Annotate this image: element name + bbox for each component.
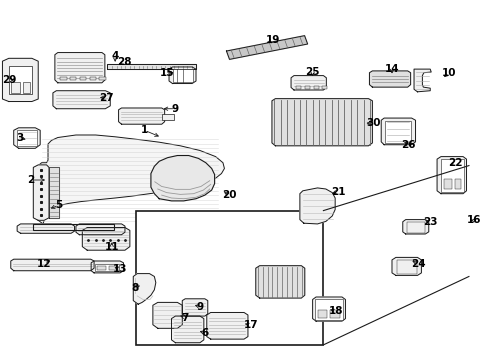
Polygon shape xyxy=(133,274,156,304)
Text: 3: 3 xyxy=(16,132,23,143)
Bar xyxy=(455,179,461,189)
Polygon shape xyxy=(82,228,130,250)
Polygon shape xyxy=(437,157,466,194)
Text: 16: 16 xyxy=(467,215,482,225)
Bar xyxy=(162,114,174,120)
Bar xyxy=(385,121,411,143)
Bar xyxy=(33,224,114,230)
Polygon shape xyxy=(38,135,224,224)
Text: 1: 1 xyxy=(141,125,148,135)
Text: 2: 2 xyxy=(27,175,34,185)
Polygon shape xyxy=(182,299,208,316)
Bar xyxy=(23,82,30,93)
Bar xyxy=(407,222,425,233)
Bar xyxy=(314,86,318,89)
Bar xyxy=(397,260,417,274)
Bar xyxy=(97,266,106,270)
Polygon shape xyxy=(33,165,49,220)
Bar xyxy=(99,77,106,80)
Text: 30: 30 xyxy=(366,118,381,128)
Polygon shape xyxy=(226,36,308,59)
Polygon shape xyxy=(17,224,74,233)
Polygon shape xyxy=(207,312,248,339)
Polygon shape xyxy=(151,156,215,201)
Polygon shape xyxy=(381,118,416,145)
Text: 8: 8 xyxy=(131,283,138,293)
Text: 19: 19 xyxy=(266,35,281,45)
Bar xyxy=(322,86,327,89)
Bar xyxy=(80,77,86,80)
Text: 12: 12 xyxy=(37,258,51,269)
Text: 7: 7 xyxy=(181,312,189,323)
Polygon shape xyxy=(414,69,431,92)
Text: 20: 20 xyxy=(222,190,237,200)
Text: 13: 13 xyxy=(113,264,127,274)
Text: 18: 18 xyxy=(328,306,343,316)
Text: 14: 14 xyxy=(385,64,399,74)
Bar xyxy=(315,299,343,320)
Polygon shape xyxy=(11,259,94,271)
Bar xyxy=(330,310,340,318)
Text: 9: 9 xyxy=(172,104,179,114)
Polygon shape xyxy=(313,297,345,321)
Text: 10: 10 xyxy=(441,68,456,78)
Bar xyxy=(90,77,96,80)
Bar xyxy=(296,86,301,89)
Polygon shape xyxy=(169,67,196,84)
Bar xyxy=(173,69,193,82)
Bar xyxy=(95,264,119,271)
Bar xyxy=(60,77,67,80)
Polygon shape xyxy=(272,99,372,146)
Bar xyxy=(318,310,327,318)
Polygon shape xyxy=(392,257,421,275)
Bar xyxy=(11,82,20,93)
Bar xyxy=(109,266,118,270)
Polygon shape xyxy=(53,91,110,109)
Text: 27: 27 xyxy=(99,93,114,103)
Text: 26: 26 xyxy=(401,140,416,150)
Polygon shape xyxy=(153,302,182,328)
Polygon shape xyxy=(172,316,204,343)
Bar xyxy=(305,86,310,89)
Text: 15: 15 xyxy=(159,68,174,78)
Polygon shape xyxy=(49,167,59,218)
Polygon shape xyxy=(55,53,105,83)
Text: 24: 24 xyxy=(411,258,425,269)
Polygon shape xyxy=(2,58,38,102)
Text: 4: 4 xyxy=(111,51,119,61)
Polygon shape xyxy=(291,76,326,90)
Text: 17: 17 xyxy=(244,320,258,330)
Text: 21: 21 xyxy=(331,186,345,197)
Text: 5: 5 xyxy=(55,200,62,210)
Text: 6: 6 xyxy=(201,328,208,338)
Polygon shape xyxy=(91,261,123,273)
Polygon shape xyxy=(119,108,165,124)
Bar xyxy=(441,159,464,192)
Polygon shape xyxy=(403,220,429,234)
Bar xyxy=(17,130,37,146)
Bar xyxy=(136,211,323,345)
Polygon shape xyxy=(14,128,40,148)
Polygon shape xyxy=(76,224,125,235)
Polygon shape xyxy=(369,71,411,87)
Text: 28: 28 xyxy=(117,57,131,67)
Polygon shape xyxy=(256,266,305,298)
Polygon shape xyxy=(107,64,196,69)
Text: 23: 23 xyxy=(423,217,438,227)
Text: 22: 22 xyxy=(448,158,463,168)
Text: 11: 11 xyxy=(104,242,119,252)
Text: 9: 9 xyxy=(196,302,203,312)
Bar xyxy=(444,179,452,189)
Polygon shape xyxy=(300,188,335,224)
Bar xyxy=(9,66,32,94)
Text: 29: 29 xyxy=(1,75,16,85)
Text: 25: 25 xyxy=(305,67,320,77)
Bar xyxy=(70,77,76,80)
